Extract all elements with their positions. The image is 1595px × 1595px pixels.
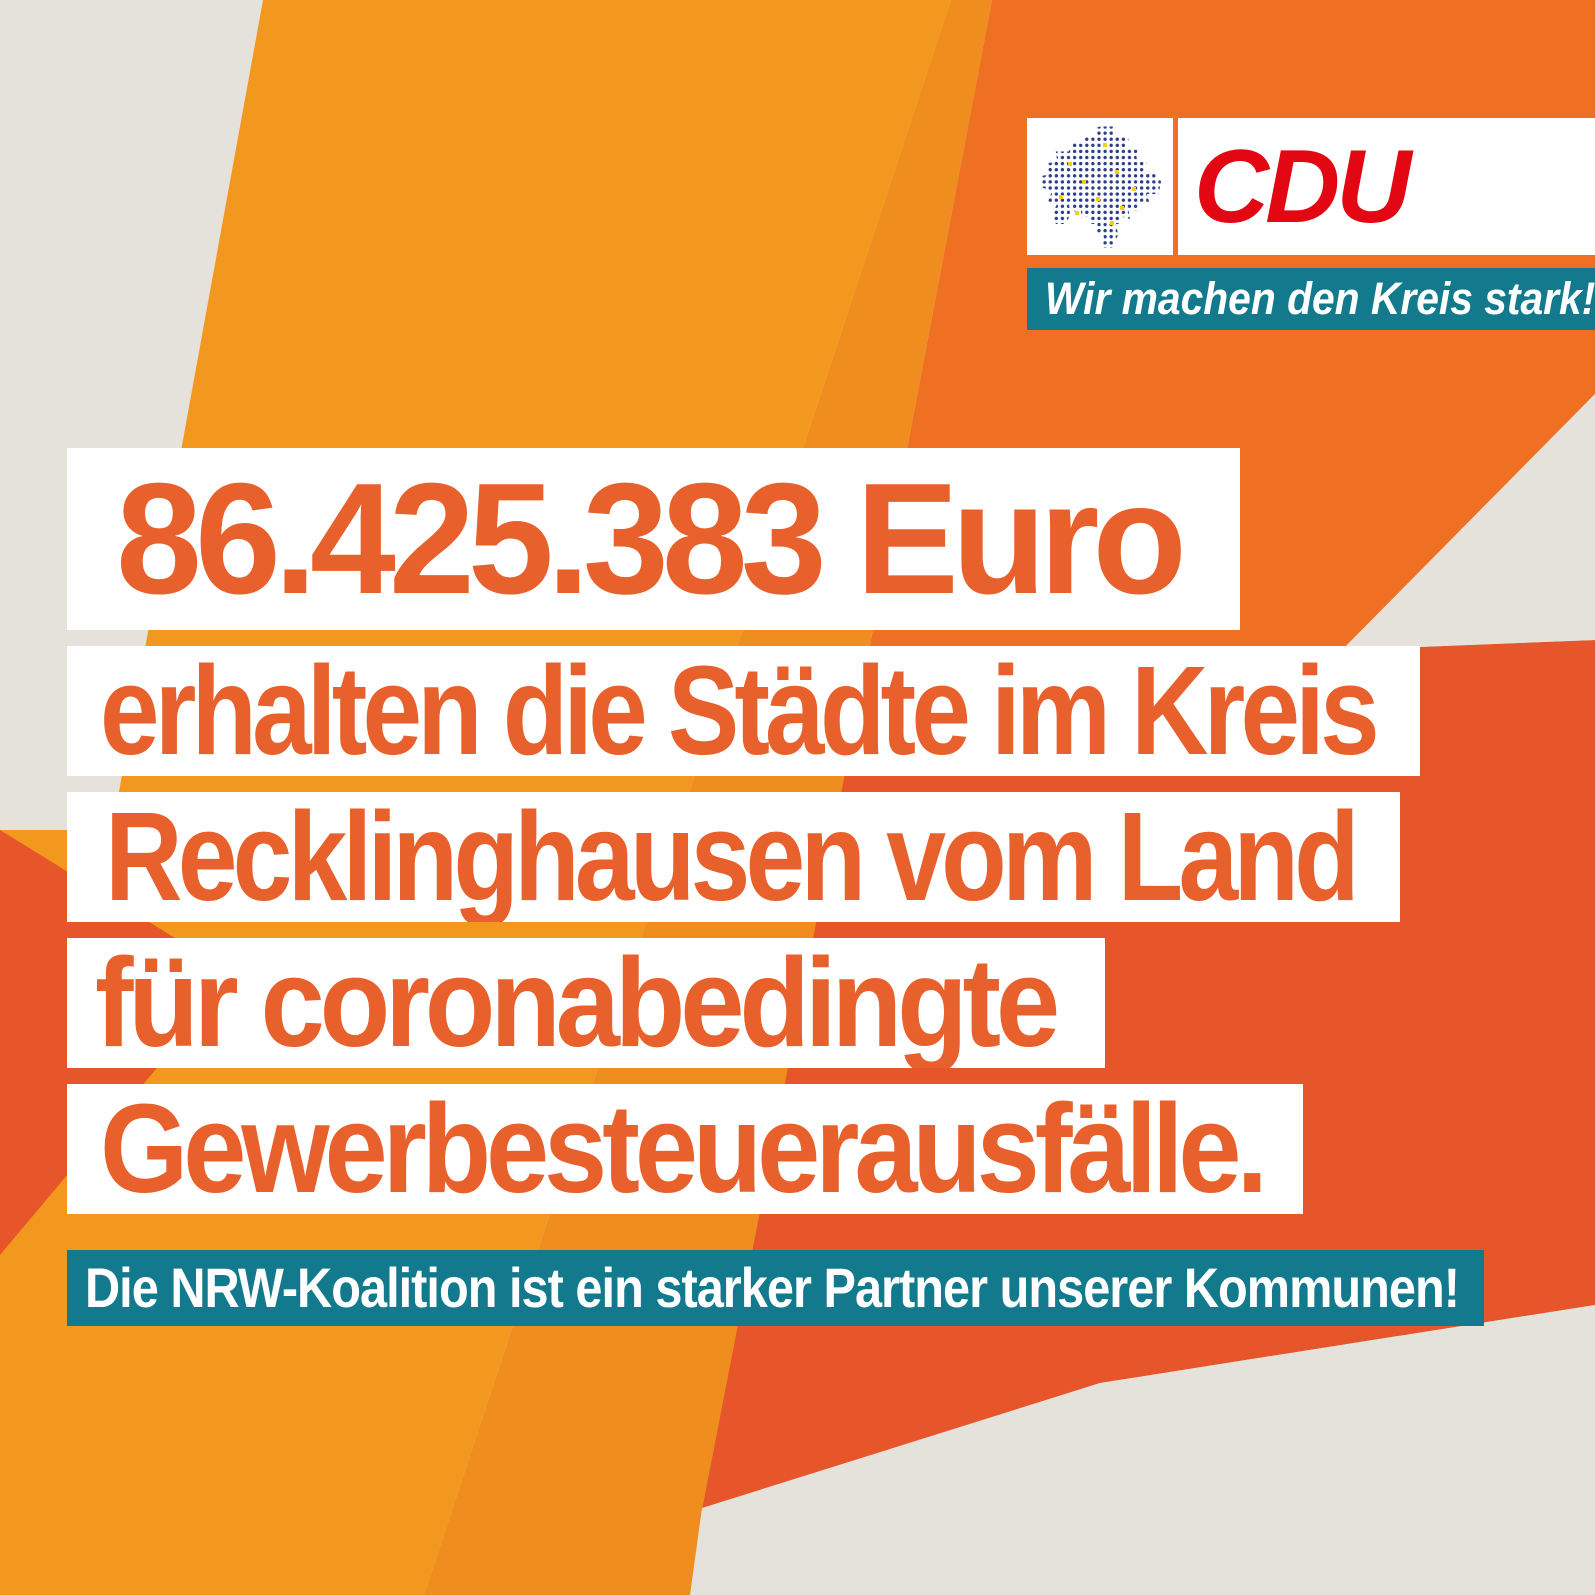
headline-line4: für coronabedingte: [95, 938, 1060, 1068]
headline-band-line3: Recklinghausen vom Land: [67, 792, 1400, 922]
claim-text: Wir machen den Kreis stark!: [1045, 273, 1595, 324]
claim-banner: Wir machen den Kreis stark!: [1027, 268, 1595, 330]
city-dot: [1067, 161, 1072, 166]
headline-band-line5: Gewerbesteuerausfälle.: [67, 1084, 1303, 1214]
headline-line2: erhalten die Städte im Kreis: [100, 646, 1380, 776]
city-dot: [1110, 220, 1115, 225]
kreis-map-logo-box: [1027, 118, 1173, 255]
city-dot: [1059, 194, 1064, 199]
city-dot: [1095, 197, 1100, 202]
city-dot: [1120, 205, 1125, 210]
headline-line5: Gewerbesteuerausfälle.: [100, 1084, 1268, 1214]
headline-line3: Recklinghausen vom Land: [105, 792, 1360, 922]
footer-banner-text: Die NRW-Koalition ist ein starker Partne…: [85, 1256, 1460, 1319]
footer-banner: Die NRW-Koalition ist ein starker Partne…: [67, 1250, 1484, 1326]
cdu-wordmark: CDU: [1194, 128, 1411, 245]
cdu-logo-box: CDU: [1178, 118, 1595, 255]
headline-band-line4: für coronabedingte: [67, 938, 1105, 1068]
headline-amount: 86.425.383 Euro: [116, 451, 1187, 627]
city-dot: [1102, 142, 1107, 147]
headline-band-amount: 86.425.383 Euro: [67, 448, 1240, 630]
city-dot: [1082, 179, 1087, 184]
city-dot: [1132, 186, 1137, 191]
city-dot: [1075, 211, 1080, 216]
kreis-map-dots-icon: [1040, 126, 1162, 248]
city-dot: [1114, 170, 1119, 175]
headline-band-line2: erhalten die Städte im Kreis: [67, 646, 1420, 776]
